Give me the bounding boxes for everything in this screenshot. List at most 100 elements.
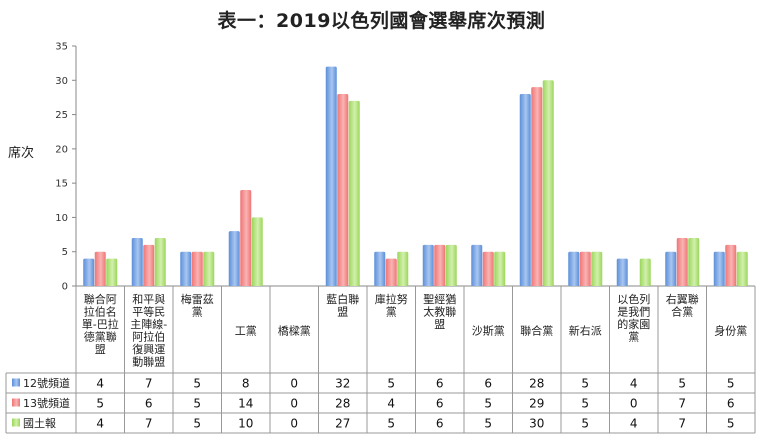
- x-tick-label: 工黨: [235, 323, 257, 337]
- data-table: 聯合阿拉伯名單-巴拉德黨聯盟和平與平等民主陣線-阿拉伯復興運動聯盟梅雷茲黨工黨橋…: [5, 286, 756, 434]
- data-cell: 6: [436, 377, 444, 391]
- x-tick-label-line: 盟: [95, 343, 106, 356]
- x-tick-label-line: 盟: [337, 306, 348, 319]
- x-tick-label-line: 黨: [628, 330, 639, 344]
- legend-label: 國土報: [23, 417, 56, 430]
- data-cell: 6: [727, 397, 735, 411]
- y-tick-label: 10: [55, 213, 68, 224]
- bar: [665, 251, 677, 286]
- data-cell: 4: [387, 397, 395, 411]
- data-cell: 8: [242, 377, 250, 391]
- bar: [482, 251, 494, 286]
- bar: [251, 217, 263, 286]
- data-cell: 5: [678, 377, 686, 391]
- legend-swatch: [12, 418, 20, 427]
- x-tick-label-line: 平等民: [132, 305, 165, 319]
- x-tick-label: 身份黨: [714, 323, 747, 337]
- x-tick-label-line: 復興運: [132, 343, 165, 356]
- bar: [542, 80, 554, 287]
- x-tick-label-line: 動聯盟: [132, 355, 165, 369]
- bar: [519, 94, 531, 286]
- x-tick-label-line: 合黨: [671, 305, 693, 319]
- data-cell: 28: [529, 377, 544, 391]
- bar: [228, 231, 240, 286]
- x-tick-label-line: 主陣線-: [130, 317, 167, 331]
- bar: [531, 87, 543, 287]
- bar: [494, 251, 506, 286]
- x-tick-label-line: 庫拉努: [375, 292, 408, 306]
- legend-swatch: [12, 398, 20, 407]
- bar: [191, 251, 203, 286]
- data-cell: 32: [335, 377, 350, 391]
- bar: [348, 100, 360, 286]
- data-cell: 5: [193, 377, 201, 391]
- data-cell: 7: [145, 377, 153, 391]
- x-tick-label-line: 拉伯名: [84, 305, 117, 319]
- data-cell: 5: [581, 417, 589, 431]
- data-cell: 5: [484, 417, 492, 431]
- data-cell: 0: [290, 377, 298, 391]
- x-tick-label-line: 工黨: [235, 323, 257, 337]
- bar: [325, 66, 337, 286]
- legend-label: 12號頻道: [23, 376, 70, 390]
- x-tick-label: 新右派: [569, 323, 602, 337]
- x-tick-label-line: 單-巴拉: [82, 317, 119, 331]
- data-cell: 6: [145, 397, 153, 411]
- x-tick-label: 沙斯黨: [472, 323, 505, 337]
- bar: [676, 238, 688, 286]
- x-tick-label-line: 以色列: [617, 292, 650, 306]
- x-tick-label-line: 黨: [192, 305, 203, 319]
- x-tick-label: 藍白聯盟: [326, 292, 359, 319]
- x-tick-label-line: 盟: [434, 318, 445, 331]
- x-tick-label-line: 右翼聯: [666, 292, 699, 306]
- bar: [736, 251, 748, 286]
- data-cell: 27: [335, 417, 350, 431]
- data-cell: 6: [484, 377, 492, 391]
- x-tick-label: 梅雷茲黨: [181, 292, 214, 319]
- x-tick-label-line: 梅雷茲: [181, 292, 214, 306]
- bar: [106, 258, 118, 286]
- x-tick-label-line: 黨: [386, 305, 397, 319]
- data-cell: 0: [630, 397, 638, 411]
- data-cell: 7: [678, 397, 686, 411]
- data-cell: 6: [436, 397, 444, 411]
- x-tick-label: 聯合黨: [520, 323, 553, 337]
- bar: [688, 238, 700, 286]
- bar: [397, 251, 409, 286]
- data-cell: 5: [193, 397, 201, 411]
- x-tick-label-line: 新右派: [569, 323, 602, 337]
- x-tick-label-line: 聯合阿: [84, 292, 117, 306]
- legend-swatch: [12, 378, 20, 387]
- bar: [180, 251, 192, 286]
- x-tick-label-line: 阿拉伯: [132, 330, 165, 344]
- bar: [422, 244, 434, 286]
- y-tick-label: 15: [55, 179, 68, 190]
- data-cell: 29: [529, 397, 544, 411]
- bar: [639, 258, 651, 286]
- bar: [616, 258, 628, 286]
- x-tick-label-line: 橋樑黨: [278, 323, 311, 337]
- y-tick-label: 30: [55, 76, 68, 87]
- data-cell: 4: [96, 417, 104, 431]
- x-tick-label-line: 的家園: [617, 317, 650, 331]
- data-cell: 5: [387, 377, 395, 391]
- bar: [131, 238, 143, 286]
- bar: [154, 238, 166, 286]
- data-cell: 5: [96, 397, 104, 411]
- bar: [445, 244, 457, 286]
- bar: [591, 251, 603, 286]
- data-cell: 14: [238, 397, 253, 411]
- y-axis-label: 席次: [8, 146, 35, 161]
- data-cell: 4: [630, 417, 638, 431]
- x-tick-label: 右翼聯合黨: [666, 292, 699, 319]
- y-tick-label: 25: [55, 110, 68, 121]
- x-tick-label: 橋樑黨: [278, 323, 311, 337]
- x-tick-label-line: 藍白聯: [326, 292, 359, 306]
- data-cell: 0: [290, 417, 298, 431]
- bar: [374, 251, 386, 286]
- bar: [94, 251, 106, 286]
- data-cell: 7: [145, 417, 153, 431]
- y-tick-label: 0: [62, 282, 68, 293]
- bar: [240, 190, 252, 286]
